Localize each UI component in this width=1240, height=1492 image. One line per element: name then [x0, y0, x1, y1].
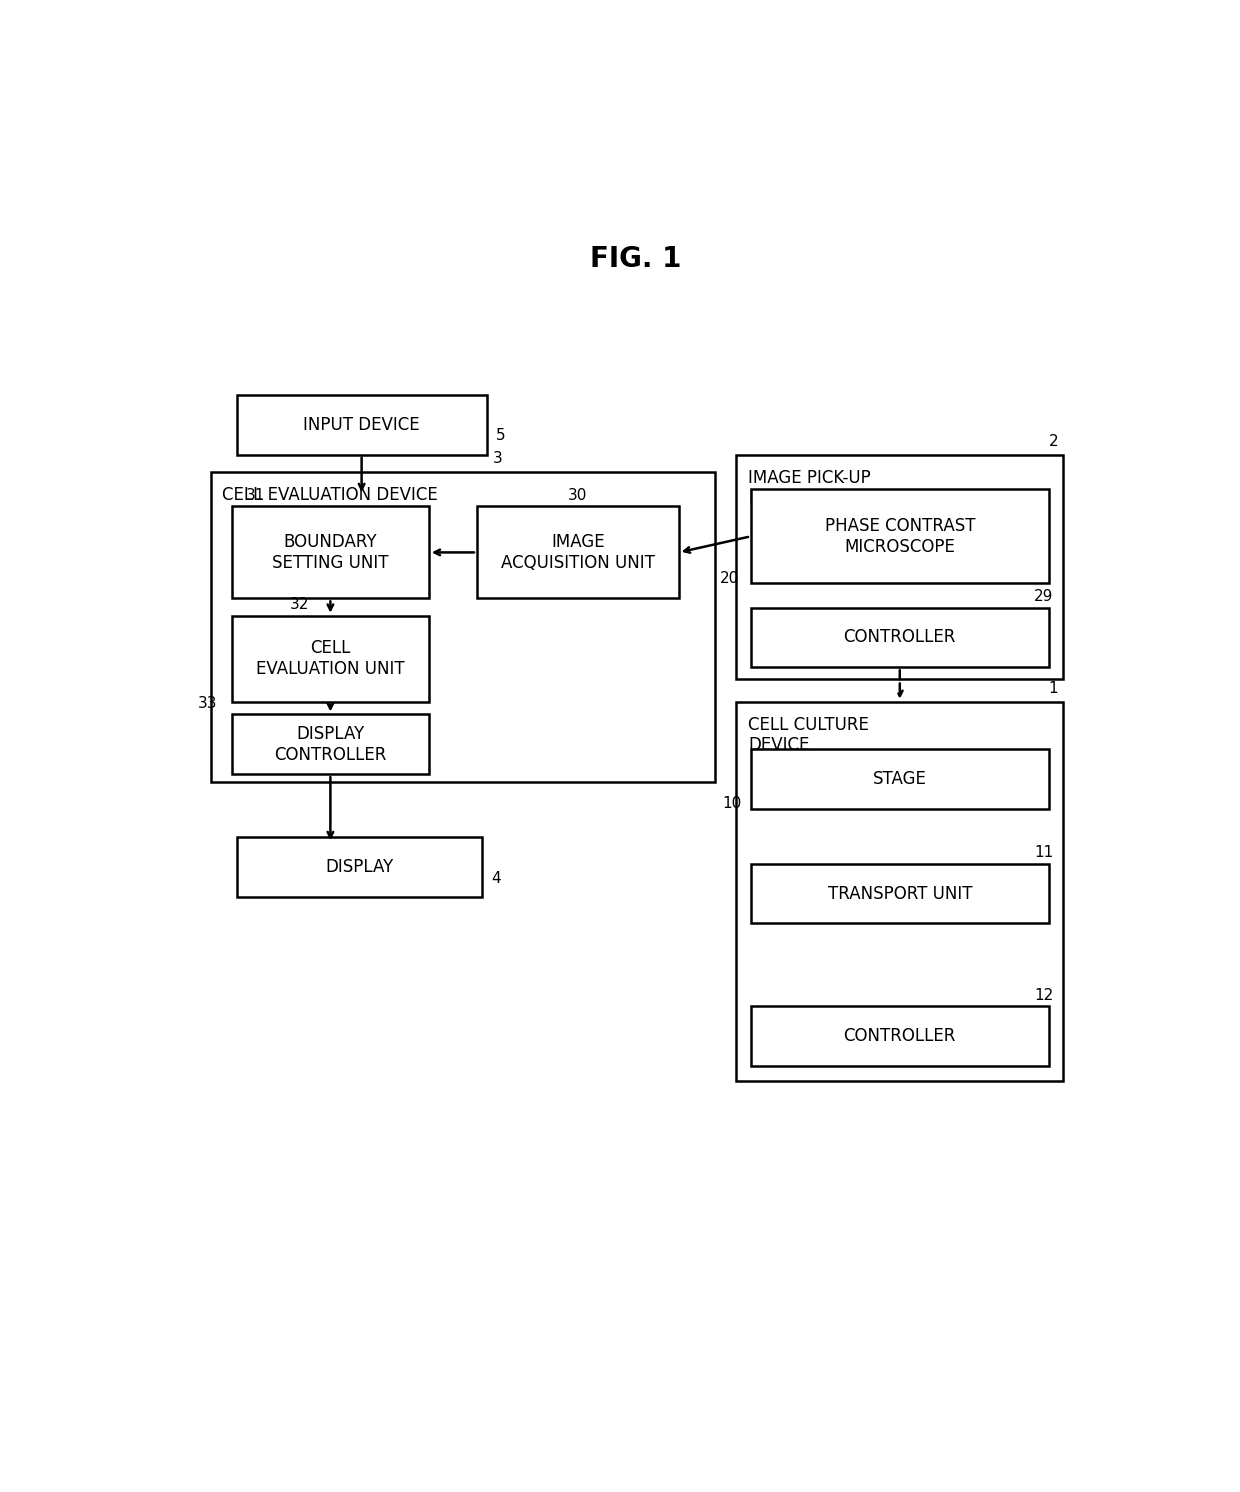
Text: 20: 20 — [720, 571, 739, 586]
Text: 31: 31 — [247, 488, 265, 503]
Bar — [751, 489, 1049, 583]
Bar — [237, 837, 481, 897]
Bar — [232, 715, 429, 774]
Text: TRANSPORT UNIT: TRANSPORT UNIT — [827, 885, 972, 903]
Bar — [751, 864, 1049, 924]
Text: INPUT DEVICE: INPUT DEVICE — [304, 416, 420, 434]
Text: IMAGE
ACQUISITION UNIT: IMAGE ACQUISITION UNIT — [501, 533, 655, 571]
Bar — [737, 455, 1063, 679]
Text: CELL EVALUATION DEVICE: CELL EVALUATION DEVICE — [222, 486, 438, 504]
Text: 33: 33 — [198, 695, 218, 712]
Text: BOUNDARY
SETTING UNIT: BOUNDARY SETTING UNIT — [272, 533, 388, 571]
Text: DISPLAY
CONTROLLER: DISPLAY CONTROLLER — [274, 725, 387, 764]
Bar — [751, 749, 1049, 809]
Bar — [232, 616, 429, 701]
Text: IMAGE PICK-UP
DEVICE: IMAGE PICK-UP DEVICE — [748, 468, 870, 507]
Text: CELL
EVALUATION UNIT: CELL EVALUATION UNIT — [257, 639, 404, 677]
Bar — [751, 1006, 1049, 1065]
Text: 4: 4 — [491, 870, 501, 886]
Bar — [211, 471, 715, 782]
Text: 29: 29 — [1034, 589, 1054, 604]
Text: 2: 2 — [1049, 434, 1059, 449]
Bar — [751, 607, 1049, 667]
Text: DISPLAY: DISPLAY — [325, 858, 393, 876]
Bar — [237, 395, 486, 455]
Text: STAGE: STAGE — [873, 770, 926, 788]
Text: 11: 11 — [1034, 846, 1054, 861]
Bar — [232, 506, 429, 598]
Text: 10: 10 — [722, 795, 742, 810]
Text: 5: 5 — [496, 428, 506, 443]
Text: FIG. 1: FIG. 1 — [590, 246, 681, 273]
Text: 12: 12 — [1034, 988, 1054, 1003]
Text: 1: 1 — [1049, 680, 1059, 695]
Bar — [737, 701, 1063, 1080]
Text: CELL CULTURE
DEVICE: CELL CULTURE DEVICE — [748, 716, 869, 755]
Text: 30: 30 — [568, 488, 588, 503]
Text: CONTROLLER: CONTROLLER — [843, 628, 956, 646]
Text: 3: 3 — [494, 451, 503, 466]
Text: CONTROLLER: CONTROLLER — [843, 1026, 956, 1044]
Bar — [477, 506, 678, 598]
Text: 32: 32 — [290, 597, 309, 612]
Text: PHASE CONTRAST
MICROSCOPE: PHASE CONTRAST MICROSCOPE — [825, 516, 975, 555]
